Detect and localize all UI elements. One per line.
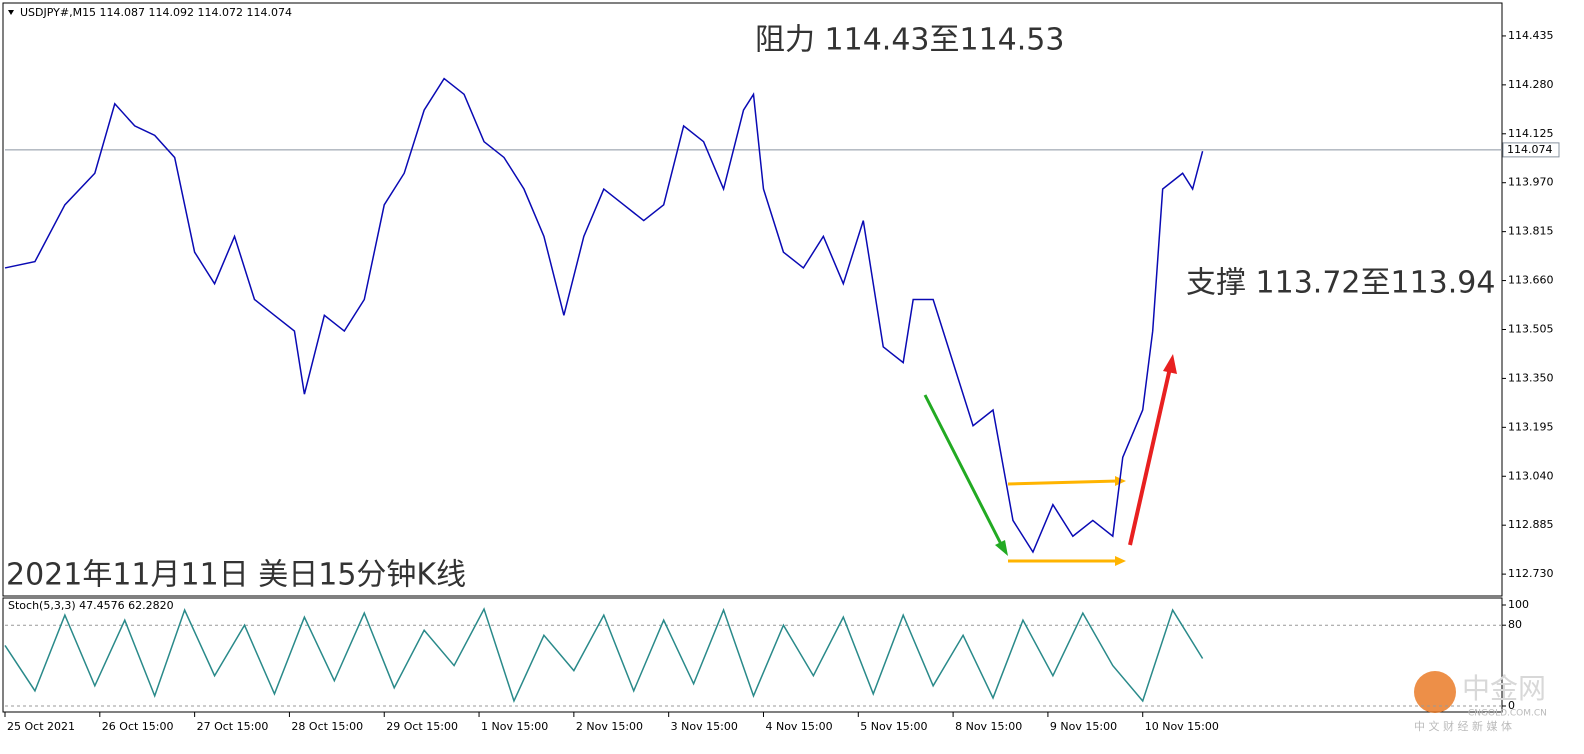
x-tick-label: 4 Nov 15:00 <box>765 720 832 733</box>
sub-frame <box>2 597 1503 713</box>
y-tick-label: 112.885 <box>1508 518 1554 531</box>
x-tick-label: 10 Nov 15:00 <box>1145 720 1219 733</box>
price-line <box>4 77 1204 554</box>
red-arrow <box>1128 367 1172 546</box>
y-tick-label: 114.125 <box>1508 127 1554 140</box>
y-tick-label: 113.970 <box>1508 176 1554 189</box>
arrows <box>923 354 1177 566</box>
y-tick-label: 114.280 <box>1508 78 1554 91</box>
x-tick-label: 5 Nov 15:00 <box>860 720 927 733</box>
y-tick-label: 113.350 <box>1508 371 1554 384</box>
y-tick-label: 0 <box>1508 699 1515 712</box>
green-arrow-head <box>995 540 1008 556</box>
x-tick-label: 27 Oct 15:00 <box>197 720 269 733</box>
y-tick-label: 113.195 <box>1508 420 1554 433</box>
red-arrow-head <box>1163 354 1177 374</box>
y-tick-label: 113.040 <box>1508 469 1554 482</box>
y-tick-label: 114.435 <box>1508 29 1554 42</box>
x-tick-label: 28 Oct 15:00 <box>291 720 363 733</box>
menu-triangle <box>8 10 14 15</box>
x-tick-label: 1 Nov 15:00 <box>481 720 548 733</box>
x-tick-label: 25 Oct 2021 <box>7 720 75 733</box>
chart-caption: 2021年11月11日 美日15分钟K线 <box>6 558 466 593</box>
watermark-slogan: 中 文 财 经 新 媒 体 <box>1414 719 1512 733</box>
x-tick-label: 8 Nov 15:00 <box>955 720 1022 733</box>
support-note: 支撑 113.72至113.94 <box>1186 266 1495 301</box>
x-tick-label: 2 Nov 15:00 <box>576 720 643 733</box>
current-price-label: 114.074 <box>1507 143 1553 156</box>
x-tick-label: 29 Oct 15:00 <box>386 720 458 733</box>
y-tick-label: 113.660 <box>1508 274 1554 287</box>
x-tick-label: 9 Nov 15:00 <box>1050 720 1117 733</box>
y-tick-label: 112.730 <box>1508 567 1554 580</box>
x-tick-label: 26 Oct 15:00 <box>102 720 174 733</box>
price-line <box>4 607 1204 704</box>
logo <box>1414 671 1456 713</box>
orange-arrow <box>1007 479 1119 486</box>
stoch-header: Stoch(5,3,3) 47.4576 62.2820 <box>8 599 174 612</box>
y-tick-label: 80 <box>1508 618 1522 631</box>
y-tick-label: 113.815 <box>1508 225 1554 238</box>
y-tick-label: 113.505 <box>1508 322 1554 335</box>
watermark: 中金网 CNGOLD.COM.CN 中 文 财 经 新 媒 体 <box>1414 671 1547 733</box>
watermark-site: CNGOLD.COM.CN <box>1468 709 1547 719</box>
symbol-header: USDJPY#,M15 114.087 114.092 114.072 114.… <box>20 6 292 19</box>
watermark-name: 中金网 <box>1462 672 1546 705</box>
x-tick-label: 3 Nov 15:00 <box>671 720 738 733</box>
resistance-note: 阻力 114.43至114.53 <box>755 23 1064 58</box>
orange-arrow-head <box>1115 556 1126 566</box>
green-arrow <box>923 394 1005 549</box>
price-box <box>1502 142 1560 158</box>
main-frame <box>2 2 1503 597</box>
y-tick-label: 100 <box>1508 598 1529 611</box>
